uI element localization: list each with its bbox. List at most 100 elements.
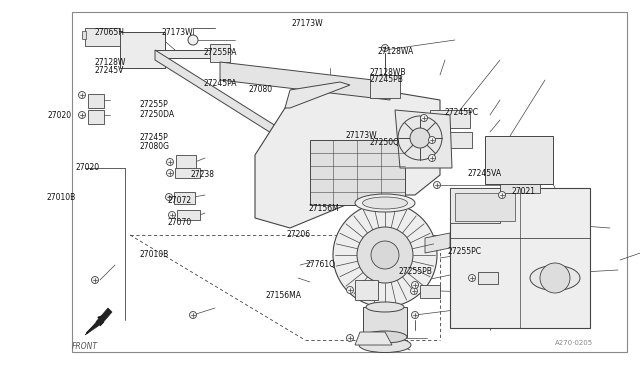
Text: 27255PA: 27255PA: [204, 48, 237, 57]
Circle shape: [357, 227, 413, 283]
Text: 27128WA: 27128WA: [378, 46, 414, 55]
Bar: [485, 136, 553, 184]
Text: 27245V: 27245V: [95, 66, 124, 75]
Circle shape: [433, 182, 440, 189]
Polygon shape: [174, 192, 195, 204]
Bar: [450, 188, 590, 328]
Text: 27072: 27072: [168, 196, 192, 205]
Polygon shape: [85, 28, 120, 46]
Circle shape: [333, 203, 437, 307]
Circle shape: [499, 192, 506, 199]
Text: 27245PA: 27245PA: [204, 79, 237, 88]
Circle shape: [412, 311, 419, 318]
Polygon shape: [210, 44, 230, 62]
Circle shape: [189, 311, 196, 318]
Text: 27020: 27020: [76, 164, 100, 173]
Ellipse shape: [530, 266, 580, 291]
Polygon shape: [88, 110, 104, 124]
Polygon shape: [176, 155, 196, 170]
Text: 27021: 27021: [512, 187, 536, 196]
Text: 27080G: 27080G: [140, 142, 170, 151]
Text: 27020: 27020: [48, 111, 72, 120]
Text: 27080: 27080: [248, 85, 273, 94]
Polygon shape: [430, 110, 470, 128]
Circle shape: [420, 115, 428, 122]
Text: 27255P: 27255P: [140, 100, 168, 109]
Text: 27255PB: 27255PB: [398, 267, 432, 276]
Circle shape: [429, 154, 435, 161]
Text: 27245PB: 27245PB: [370, 75, 404, 84]
Circle shape: [92, 276, 99, 283]
Polygon shape: [155, 50, 215, 58]
Polygon shape: [500, 173, 540, 193]
Circle shape: [540, 263, 570, 293]
Polygon shape: [88, 94, 104, 108]
Polygon shape: [438, 132, 472, 148]
Text: 27010B: 27010B: [140, 250, 169, 259]
Circle shape: [166, 193, 173, 201]
Text: 27245VA: 27245VA: [467, 169, 501, 178]
Text: 27173W: 27173W: [291, 19, 323, 28]
Circle shape: [166, 170, 173, 176]
Polygon shape: [255, 85, 440, 228]
Text: 27128WB: 27128WB: [370, 68, 406, 77]
Circle shape: [371, 241, 399, 269]
Polygon shape: [85, 308, 112, 335]
Circle shape: [166, 158, 173, 166]
Polygon shape: [177, 210, 200, 220]
Polygon shape: [425, 233, 450, 253]
Text: 27250Q: 27250Q: [370, 138, 400, 147]
Polygon shape: [363, 307, 407, 337]
Bar: [72, 12, 627, 352]
Polygon shape: [355, 280, 378, 300]
Polygon shape: [395, 110, 452, 168]
Ellipse shape: [359, 337, 411, 353]
Polygon shape: [285, 82, 350, 108]
Polygon shape: [370, 75, 400, 98]
Circle shape: [168, 212, 175, 218]
Polygon shape: [478, 272, 498, 284]
Text: 27156MA: 27156MA: [266, 291, 301, 300]
Circle shape: [381, 45, 388, 51]
Polygon shape: [367, 307, 403, 335]
Polygon shape: [82, 31, 86, 39]
Text: 27128W: 27128W: [95, 58, 126, 67]
Text: 27206: 27206: [287, 230, 311, 239]
Polygon shape: [175, 168, 200, 178]
Text: 27761Q: 27761Q: [306, 260, 336, 269]
Polygon shape: [120, 32, 165, 68]
Circle shape: [412, 282, 419, 289]
Bar: [310, 140, 405, 205]
Circle shape: [346, 334, 353, 341]
Polygon shape: [155, 50, 330, 170]
Text: 27173W: 27173W: [346, 131, 377, 140]
Circle shape: [410, 288, 417, 295]
Text: 27065H: 27065H: [95, 28, 125, 37]
Circle shape: [468, 275, 476, 282]
Text: 27010B: 27010B: [46, 193, 76, 202]
Circle shape: [188, 35, 198, 45]
Ellipse shape: [366, 302, 404, 312]
Ellipse shape: [355, 194, 415, 212]
Ellipse shape: [363, 331, 407, 343]
Text: 27255PC: 27255PC: [448, 247, 482, 256]
Text: A270·0205: A270·0205: [555, 340, 593, 346]
Text: 27156M: 27156M: [308, 204, 339, 213]
Text: 27173W: 27173W: [161, 28, 193, 37]
Circle shape: [410, 128, 430, 148]
Text: 27245PC: 27245PC: [445, 108, 479, 117]
Polygon shape: [220, 62, 390, 100]
Circle shape: [79, 92, 86, 99]
Text: 27070: 27070: [168, 218, 192, 227]
Text: FRONT: FRONT: [72, 342, 98, 351]
Text: 27238: 27238: [191, 170, 215, 179]
Text: 27250DA: 27250DA: [140, 110, 175, 119]
Circle shape: [346, 286, 353, 294]
Circle shape: [79, 112, 86, 119]
Circle shape: [429, 137, 435, 144]
Polygon shape: [355, 332, 392, 345]
Polygon shape: [420, 285, 440, 298]
Ellipse shape: [362, 197, 408, 209]
Bar: [455, 193, 515, 221]
Text: 27245P: 27245P: [140, 133, 168, 142]
